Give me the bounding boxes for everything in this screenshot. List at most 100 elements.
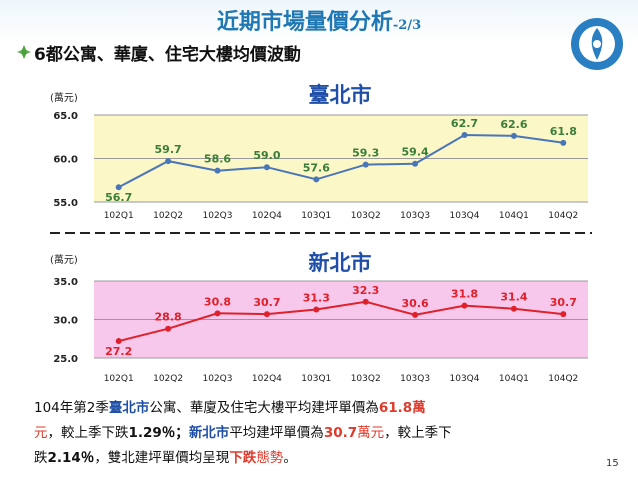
newtaipei-x-ticks: 102Q1 102Q2 102Q3 102Q4 103Q1 103Q2 103Q3 103Q4… [104,374,579,384]
newtaipei-x-tick-label: 104Q1 [499,374,529,384]
newtaipei-chart-title: 新北市 [309,251,372,275]
taipei-x-tick-label: 104Q2 [548,211,578,221]
newtaipei-y-axis-label: (萬元) [50,253,78,266]
summary-text: 平均建坪單價為 [229,425,324,441]
newtaipei-value-labels: 27.2 28.8 30.8 30.7 31.3 32.3 30.6 31.8 31.4 30.7 [105,284,577,358]
taipei-data-label: 59.7 [155,143,182,156]
newtaipei-gridlines [94,280,588,359]
taipei-x-tick-label: 104Q1 [499,211,529,221]
taipei-value-labels: 56.7 59.7 58.6 59.0 57.6 59.3 59.4 62.7 62.6 61.8 [105,117,577,204]
newtaipei-data-label: 30.7 [550,296,577,309]
taipei-x-ticks: 102Q1 102Q2 102Q3 102Q4 103Q1 103Q2 103Q3 103Q4… [104,211,579,221]
taipei-data-label: 62.7 [451,117,478,130]
newtaipei-data-label: 30.8 [204,295,231,308]
taipei-data-point [412,160,419,167]
taipei-series-line [118,133,564,189]
summary-text: 公寓、華廈及住宅大樓平均建坪單價為 [149,400,379,416]
taipei-data-label: 59.3 [352,147,379,160]
summary-text: ，較上季下跌 [47,425,129,441]
taipei-data-point [115,184,122,191]
newtaipei-y-tick-label: 25.0 [53,354,78,365]
taipei-x-tick-label: 103Q4 [450,211,480,221]
newtaipei-x-tick-label: 102Q2 [153,374,183,384]
newtaipei-data-label: 31.8 [451,288,478,301]
newtaipei-data-point [362,298,369,305]
summary-paragraph: 104年第2季臺北市公寓、華廈及住宅大樓平均建坪單價為61.8萬 元，較上季下跌1… [34,396,614,471]
taipei-data-point [263,164,270,171]
page-number: 15 [606,458,619,469]
taipei-data-label: 57.6 [303,161,330,174]
summary-unit: 萬元 [357,425,385,441]
newtaipei-data-label: 30.6 [402,297,429,310]
summary-trend-word: 態勢 [256,450,284,466]
taipei-data-point [510,132,517,139]
newtaipei-points [115,298,567,345]
taipei-y-tick-label: 65.0 [53,111,78,122]
newtaipei-chart: 25.030.035.0 102Q1 102Q2 102Q3 102Q4 103Q1 10… [50,251,588,384]
newtaipei-data-point [560,311,567,318]
newtaipei-data-label: 30.7 [253,296,280,309]
newtaipei-x-tick-label: 103Q4 [450,374,480,384]
taipei-data-point [560,139,567,146]
newtaipei-x-tick-label: 102Q1 [104,374,134,384]
taipei-data-point [165,158,172,165]
slide-title: 近期市場量價分析-2/3 [0,4,638,36]
newtaipei-data-point [313,306,320,313]
summary-text: 跌 [34,450,48,466]
newtaipei-data-label: 31.3 [303,291,330,304]
taipei-data-point [313,176,320,183]
newtaipei-x-tick-label: 102Q3 [203,374,233,384]
taipei-gridlines [94,114,588,203]
taipei-x-tick-label: 103Q3 [400,211,430,221]
summary-trend-word: 下跌 [229,450,257,466]
newtaipei-data-label: 32.3 [352,284,379,297]
taipei-data-label: 61.8 [550,125,577,138]
newtaipei-y-tick-label: 35.0 [53,277,78,288]
taipei-chart-title: 臺北市 [309,83,372,107]
newtaipei-data-point [263,311,270,318]
agency-logo-icon [571,18,623,70]
diamond-bullet-icon [17,45,31,59]
taipei-x-tick-label: 102Q1 [104,211,134,221]
taipei-y-tick-label: 60.0 [53,155,78,166]
taipei-data-label: 58.6 [204,153,231,166]
newtaipei-data-point [115,338,122,345]
taipei-data-label: 59.0 [253,149,280,162]
summary-text: 。 [283,450,297,466]
taipei-points [115,132,567,191]
taipei-data-point [214,167,221,174]
newtaipei-data-point [165,325,172,332]
summary-text: ，雙北建坪單價均呈現 [94,450,230,466]
taipei-x-tick-label: 102Q3 [203,211,233,221]
summary-taipei-change: 1.29％； [128,425,189,441]
taipei-y-ticks: 55.0 60.0 65.0 [53,111,78,209]
newtaipei-y-ticks: 25.0 30.0 35.0 [53,277,78,365]
newtaipei-data-label: 28.8 [155,311,182,324]
newtaipei-x-tick-label: 104Q2 [548,374,578,384]
summary-newtaipei-change: 2.14％ [47,450,95,466]
taipei-data-label: 56.7 [105,191,132,204]
newtaipei-x-tick-label: 102Q4 [252,374,282,384]
newtaipei-y-tick-label: 30.0 [53,316,78,327]
summary-city-taipei: 臺北市 [108,400,150,416]
newtaipei-x-tick-label: 103Q2 [351,374,381,384]
taipei-x-tick-label: 103Q2 [351,211,381,221]
taipei-chart: 55.060.065.0 102Q1 102Q2 102Q3 102Q4 103Q1 10… [50,83,588,221]
newtaipei-data-point [214,310,221,317]
summary-newtaipei-price: 30.7 [323,425,358,441]
summary-taipei-price: 61.8萬 [378,400,426,416]
taipei-x-tick-label: 102Q4 [252,211,282,221]
taipei-x-tick-label: 102Q2 [153,211,183,221]
slide-subtitle: 6都公寓、華廈、住宅大樓均價波動 [34,45,301,65]
summary-unit: 元 [34,425,48,441]
newtaipei-data-label: 27.2 [105,345,132,358]
newtaipei-data-point [510,305,517,312]
summary-text: ，較上季下 [384,425,452,441]
taipei-y-axis-label: (萬元) [50,91,78,104]
taipei-data-label: 59.4 [402,146,429,159]
slide-title-text: 近期市場量價分析 [216,9,393,35]
taipei-data-point [461,132,468,139]
summary-city-newtaipei: 新北市 [188,425,230,441]
title-band [0,0,638,44]
